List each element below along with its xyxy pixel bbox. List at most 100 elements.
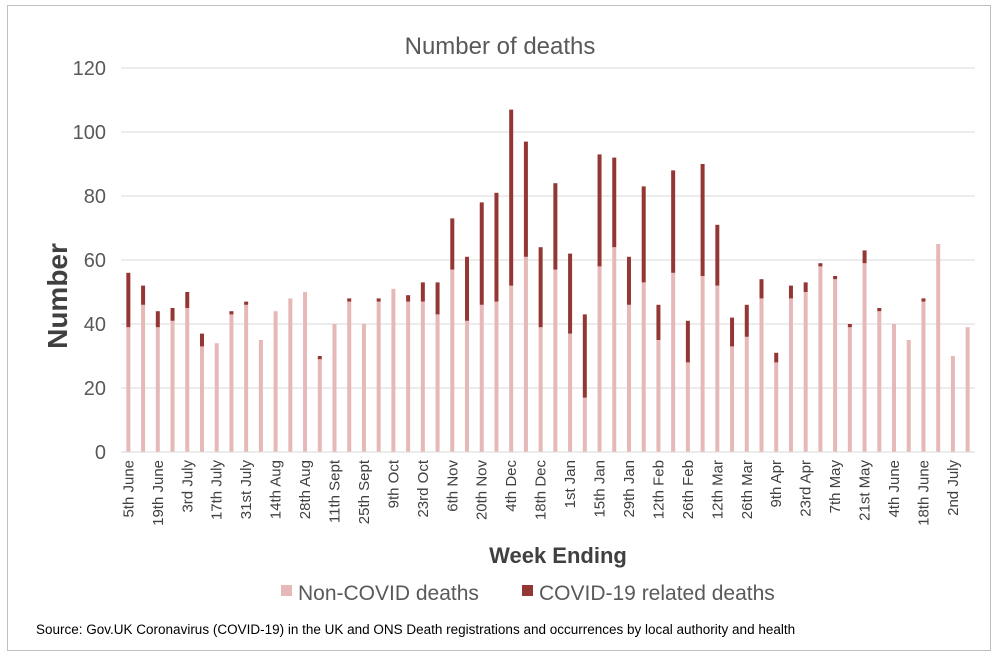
bar-non-covid [303,292,308,452]
bar-non-covid [376,301,381,452]
x-tick-label: 4th Dec [503,460,520,512]
bar-non-covid [273,311,278,452]
bar-non-covid [450,269,455,452]
bar-covid [774,352,779,363]
bar-covid [170,308,175,321]
bar-covid [656,304,661,340]
x-tick-label: 3rd July [179,460,196,513]
bar-non-covid [479,304,484,452]
bar-covid [450,218,455,270]
bar-non-covid [347,301,352,452]
y-tick-label: 20 [84,378,106,400]
y-tick-label: 0 [95,442,106,464]
bar-covid [126,272,131,328]
bar-covid [229,311,234,315]
x-axis-label: Week Ending [489,543,627,568]
x-tick-label: 9th Apr [768,460,785,508]
x-tick-label: 11th Sept [327,459,344,523]
bar-non-covid [582,397,587,452]
bar-non-covid [759,298,764,452]
x-tick-label: 19th June [150,460,167,526]
x-tick-label: 9th Oct [385,459,402,508]
x-tick-label: 25th Sept [356,459,373,524]
bar-covid [523,141,528,257]
bar-non-covid [641,282,646,452]
bar-non-covid [523,256,528,452]
bar-non-covid [965,327,970,452]
bar-non-covid [244,304,249,452]
bar-non-covid [936,244,941,452]
x-tick-label: 2nd July [945,460,962,516]
bar-covid [199,333,204,347]
bar-non-covid [803,292,808,452]
bar-non-covid [862,263,867,452]
bar-covid [833,276,838,280]
x-tick-label: 7th May [827,460,844,514]
bar-non-covid [568,333,573,452]
bar-covid [376,298,381,302]
bar-covid [155,311,160,328]
x-tick-label: 20th Nov [474,460,491,521]
bar-non-covid [170,320,175,452]
bar-covid [597,154,602,267]
chart-title: Number of deaths [405,33,596,60]
bar-covid [803,282,808,292]
bar-covid [582,314,587,398]
bar-covid [479,202,484,305]
bar-covid [715,224,720,286]
bar-non-covid [788,298,793,452]
bar-covid [862,250,867,264]
bar-covid [700,164,705,276]
bar-covid [465,256,470,321]
legend-label-non-covid: Non-COVID deaths [298,582,479,605]
bar-non-covid [538,327,543,452]
bar-covid [641,186,646,283]
bar-covid [847,324,852,328]
bar-covid [685,320,690,363]
bar-non-covid [847,327,852,452]
bar-non-covid [126,327,131,452]
bar-covid [788,285,793,299]
x-tick-label: 4th June [886,460,903,518]
x-tick-label: 12th Feb [650,460,667,519]
x-tick-label: 12th Mar [709,460,726,519]
bar-covid [406,295,411,302]
bar-non-covid [406,301,411,452]
bar-non-covid [199,346,204,452]
legend-swatch-non-covid [281,585,292,596]
bar-non-covid [494,301,499,452]
bar-non-covid [435,314,440,452]
bar-non-covid [465,320,470,452]
bar-covid [538,247,543,328]
bar-non-covid [730,346,735,452]
bar-covid [671,170,676,273]
y-tick-label: 80 [84,186,106,208]
bar-non-covid [155,327,160,452]
x-tick-label: 18th Dec [533,460,550,521]
bar-non-covid [258,340,263,452]
x-tick-label: 5th June [120,460,137,518]
bar-covid [244,301,249,305]
x-tick-label: 31st July [238,460,255,520]
x-tick-label: 29th Jan [621,460,638,518]
bar-covid [347,298,352,302]
bar-non-covid [361,324,366,452]
bar-covid [730,317,735,347]
x-tick-label: 18th June [915,460,932,526]
bar-non-covid [700,276,705,452]
source-note: Source: Gov.UK Coronavirus (COVID-19) in… [36,622,796,637]
bar-non-covid [288,298,293,452]
y-tick-label: 60 [84,250,106,272]
bar-covid [568,253,573,334]
x-tick-label: 15th Jan [592,460,609,518]
bar-non-covid [317,359,322,452]
bar-non-covid [906,340,911,452]
bar-non-covid [509,285,514,452]
legend-swatch-covid [522,585,533,596]
x-tick-label: 28th Aug [297,460,314,519]
x-tick-label: 6th Nov [444,460,461,512]
bar-covid [420,282,425,302]
bars [126,109,970,452]
x-tick-label: 26th Feb [680,460,697,519]
